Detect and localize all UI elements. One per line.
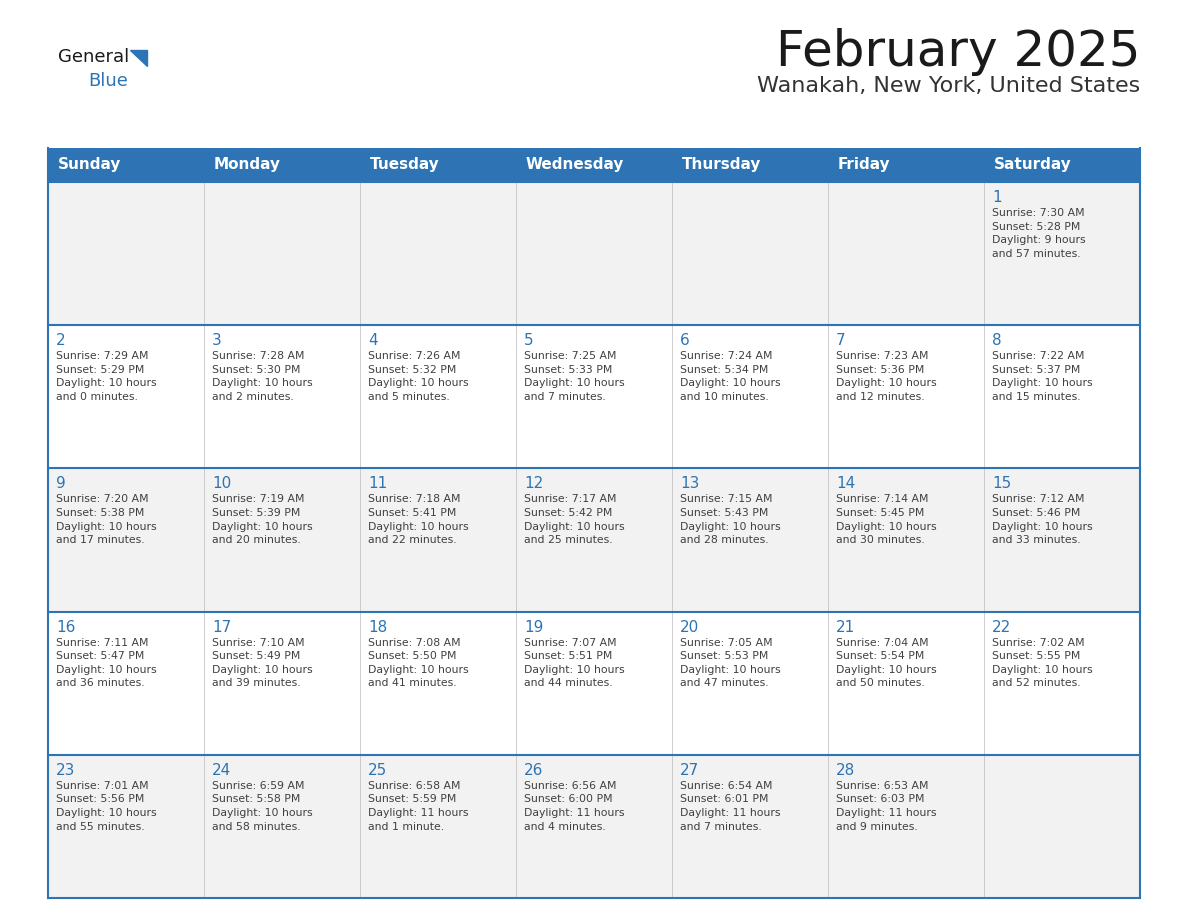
Text: Sunrise: 7:04 AM
Sunset: 5:54 PM
Daylight: 10 hours
and 50 minutes.: Sunrise: 7:04 AM Sunset: 5:54 PM Dayligh… <box>836 638 936 688</box>
Text: Sunrise: 7:17 AM
Sunset: 5:42 PM
Daylight: 10 hours
and 25 minutes.: Sunrise: 7:17 AM Sunset: 5:42 PM Dayligh… <box>524 495 625 545</box>
Text: 6: 6 <box>680 333 690 348</box>
Bar <box>48 611 1140 755</box>
Text: 20: 20 <box>680 620 700 634</box>
Polygon shape <box>129 50 147 66</box>
Text: Sunrise: 7:18 AM
Sunset: 5:41 PM
Daylight: 10 hours
and 22 minutes.: Sunrise: 7:18 AM Sunset: 5:41 PM Dayligh… <box>368 495 468 545</box>
Text: 16: 16 <box>56 620 75 634</box>
Text: 5: 5 <box>524 333 533 348</box>
Text: Sunrise: 7:23 AM
Sunset: 5:36 PM
Daylight: 10 hours
and 12 minutes.: Sunrise: 7:23 AM Sunset: 5:36 PM Dayligh… <box>836 352 936 402</box>
Text: Sunrise: 6:58 AM
Sunset: 5:59 PM
Daylight: 11 hours
and 1 minute.: Sunrise: 6:58 AM Sunset: 5:59 PM Dayligh… <box>368 781 468 832</box>
Text: Sunrise: 7:02 AM
Sunset: 5:55 PM
Daylight: 10 hours
and 52 minutes.: Sunrise: 7:02 AM Sunset: 5:55 PM Dayligh… <box>992 638 1093 688</box>
Text: Sunday: Sunday <box>58 158 121 173</box>
Text: 17: 17 <box>211 620 232 634</box>
Text: Thursday: Thursday <box>682 158 762 173</box>
Text: Sunrise: 7:08 AM
Sunset: 5:50 PM
Daylight: 10 hours
and 41 minutes.: Sunrise: 7:08 AM Sunset: 5:50 PM Dayligh… <box>368 638 468 688</box>
Text: Sunrise: 7:15 AM
Sunset: 5:43 PM
Daylight: 10 hours
and 28 minutes.: Sunrise: 7:15 AM Sunset: 5:43 PM Dayligh… <box>680 495 781 545</box>
Text: 2: 2 <box>56 333 65 348</box>
Text: 21: 21 <box>836 620 855 634</box>
Text: 1: 1 <box>992 190 1001 205</box>
Text: 28: 28 <box>836 763 855 778</box>
Text: 11: 11 <box>368 476 387 491</box>
Text: Sunrise: 7:12 AM
Sunset: 5:46 PM
Daylight: 10 hours
and 33 minutes.: Sunrise: 7:12 AM Sunset: 5:46 PM Dayligh… <box>992 495 1093 545</box>
Text: February 2025: February 2025 <box>776 28 1140 76</box>
Text: Sunrise: 7:14 AM
Sunset: 5:45 PM
Daylight: 10 hours
and 30 minutes.: Sunrise: 7:14 AM Sunset: 5:45 PM Dayligh… <box>836 495 936 545</box>
Text: Sunrise: 6:53 AM
Sunset: 6:03 PM
Daylight: 11 hours
and 9 minutes.: Sunrise: 6:53 AM Sunset: 6:03 PM Dayligh… <box>836 781 936 832</box>
Bar <box>48 182 1140 325</box>
Text: Saturday: Saturday <box>994 158 1072 173</box>
Text: Sunrise: 7:22 AM
Sunset: 5:37 PM
Daylight: 10 hours
and 15 minutes.: Sunrise: 7:22 AM Sunset: 5:37 PM Dayligh… <box>992 352 1093 402</box>
Text: Sunrise: 7:25 AM
Sunset: 5:33 PM
Daylight: 10 hours
and 7 minutes.: Sunrise: 7:25 AM Sunset: 5:33 PM Dayligh… <box>524 352 625 402</box>
Text: 12: 12 <box>524 476 543 491</box>
Text: 26: 26 <box>524 763 543 778</box>
Text: Blue: Blue <box>88 72 128 90</box>
Text: 23: 23 <box>56 763 75 778</box>
Text: 25: 25 <box>368 763 387 778</box>
Text: Sunrise: 7:05 AM
Sunset: 5:53 PM
Daylight: 10 hours
and 47 minutes.: Sunrise: 7:05 AM Sunset: 5:53 PM Dayligh… <box>680 638 781 688</box>
Text: Sunrise: 7:10 AM
Sunset: 5:49 PM
Daylight: 10 hours
and 39 minutes.: Sunrise: 7:10 AM Sunset: 5:49 PM Dayligh… <box>211 638 312 688</box>
Text: Sunrise: 7:26 AM
Sunset: 5:32 PM
Daylight: 10 hours
and 5 minutes.: Sunrise: 7:26 AM Sunset: 5:32 PM Dayligh… <box>368 352 468 402</box>
Text: Sunrise: 7:20 AM
Sunset: 5:38 PM
Daylight: 10 hours
and 17 minutes.: Sunrise: 7:20 AM Sunset: 5:38 PM Dayligh… <box>56 495 157 545</box>
Bar <box>48 325 1140 468</box>
Text: 24: 24 <box>211 763 232 778</box>
Text: Friday: Friday <box>838 158 891 173</box>
Text: Sunrise: 6:54 AM
Sunset: 6:01 PM
Daylight: 11 hours
and 7 minutes.: Sunrise: 6:54 AM Sunset: 6:01 PM Dayligh… <box>680 781 781 832</box>
Text: Sunrise: 7:19 AM
Sunset: 5:39 PM
Daylight: 10 hours
and 20 minutes.: Sunrise: 7:19 AM Sunset: 5:39 PM Dayligh… <box>211 495 312 545</box>
Text: Tuesday: Tuesday <box>369 158 440 173</box>
Text: Sunrise: 7:11 AM
Sunset: 5:47 PM
Daylight: 10 hours
and 36 minutes.: Sunrise: 7:11 AM Sunset: 5:47 PM Dayligh… <box>56 638 157 688</box>
Bar <box>48 755 1140 898</box>
Text: Sunrise: 7:07 AM
Sunset: 5:51 PM
Daylight: 10 hours
and 44 minutes.: Sunrise: 7:07 AM Sunset: 5:51 PM Dayligh… <box>524 638 625 688</box>
Text: 19: 19 <box>524 620 543 634</box>
Bar <box>48 148 1140 182</box>
Text: Sunrise: 7:29 AM
Sunset: 5:29 PM
Daylight: 10 hours
and 0 minutes.: Sunrise: 7:29 AM Sunset: 5:29 PM Dayligh… <box>56 352 157 402</box>
Text: 15: 15 <box>992 476 1011 491</box>
Text: 4: 4 <box>368 333 378 348</box>
Text: Wednesday: Wednesday <box>526 158 625 173</box>
Text: 27: 27 <box>680 763 700 778</box>
Text: Sunrise: 6:56 AM
Sunset: 6:00 PM
Daylight: 11 hours
and 4 minutes.: Sunrise: 6:56 AM Sunset: 6:00 PM Dayligh… <box>524 781 625 832</box>
Text: Sunrise: 7:28 AM
Sunset: 5:30 PM
Daylight: 10 hours
and 2 minutes.: Sunrise: 7:28 AM Sunset: 5:30 PM Dayligh… <box>211 352 312 402</box>
Text: General: General <box>58 48 129 66</box>
Text: Sunrise: 6:59 AM
Sunset: 5:58 PM
Daylight: 10 hours
and 58 minutes.: Sunrise: 6:59 AM Sunset: 5:58 PM Dayligh… <box>211 781 312 832</box>
Text: Wanakah, New York, United States: Wanakah, New York, United States <box>757 76 1140 96</box>
Text: 8: 8 <box>992 333 1001 348</box>
Text: 9: 9 <box>56 476 65 491</box>
Text: Sunrise: 7:24 AM
Sunset: 5:34 PM
Daylight: 10 hours
and 10 minutes.: Sunrise: 7:24 AM Sunset: 5:34 PM Dayligh… <box>680 352 781 402</box>
Bar <box>48 468 1140 611</box>
Text: Monday: Monday <box>214 158 282 173</box>
Text: 22: 22 <box>992 620 1011 634</box>
Text: 18: 18 <box>368 620 387 634</box>
Text: Sunrise: 7:01 AM
Sunset: 5:56 PM
Daylight: 10 hours
and 55 minutes.: Sunrise: 7:01 AM Sunset: 5:56 PM Dayligh… <box>56 781 157 832</box>
Text: Sunrise: 7:30 AM
Sunset: 5:28 PM
Daylight: 9 hours
and 57 minutes.: Sunrise: 7:30 AM Sunset: 5:28 PM Dayligh… <box>992 208 1086 259</box>
Text: 13: 13 <box>680 476 700 491</box>
Text: 7: 7 <box>836 333 846 348</box>
Text: 3: 3 <box>211 333 222 348</box>
Text: 10: 10 <box>211 476 232 491</box>
Text: 14: 14 <box>836 476 855 491</box>
